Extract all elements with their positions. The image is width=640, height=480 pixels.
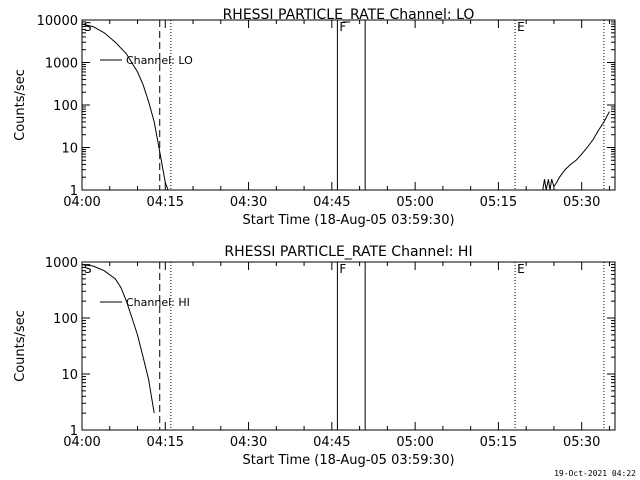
x-tick-label: 05:30 — [563, 195, 600, 210]
y-tick-label: 100 — [53, 99, 78, 114]
y-tick-label: 10 — [61, 142, 78, 157]
event-marker-label: F — [339, 262, 346, 276]
x-axis-label: Start Time (18-Aug-05 03:59:30) — [242, 213, 454, 228]
y-tick-label: 100 — [53, 312, 78, 327]
x-tick-label: 04:45 — [313, 435, 350, 450]
y-axis-label: Counts/sec — [13, 69, 28, 141]
y-tick-label: 1000 — [45, 256, 78, 271]
event-marker-label: E — [517, 20, 525, 34]
legend-entry: Channel: HI — [126, 296, 190, 309]
x-tick-label: 04:45 — [313, 195, 350, 210]
legend-entry: Channel: LO — [126, 54, 193, 67]
x-tick-label: 04:15 — [147, 195, 184, 210]
y-tick-label: 1 — [70, 424, 78, 439]
y-axis-label: Counts/sec — [13, 310, 28, 382]
x-tick-label: 04:30 — [230, 195, 267, 210]
x-tick-label: 05:15 — [480, 195, 517, 210]
y-tick-label: 10000 — [37, 14, 78, 29]
x-tick-label: 04:00 — [63, 195, 100, 210]
x-tick-label: 05:15 — [480, 435, 517, 450]
event-marker-label: E — [517, 262, 525, 276]
event-marker-label: F — [339, 20, 346, 34]
x-tick-label: 04:30 — [230, 435, 267, 450]
series-line — [542, 111, 610, 191]
x-tick-label: 04:15 — [147, 435, 184, 450]
series-line — [81, 23, 169, 191]
footer-timestamp: 19-Oct-2021 04:22 — [554, 469, 636, 478]
plot-frame — [81, 261, 616, 431]
x-tick-label: 04:00 — [63, 435, 100, 450]
series-line — [81, 264, 155, 414]
x-tick-label: 05:00 — [396, 195, 433, 210]
x-axis-label: Start Time (18-Aug-05 03:59:30) — [242, 453, 454, 468]
y-tick-label: 10 — [61, 368, 78, 383]
chart-title: RHESSI PARTICLE_RATE Channel: LO — [223, 7, 475, 23]
x-tick-label: 05:30 — [563, 435, 600, 450]
y-tick-label: 1 — [70, 184, 78, 199]
event-marker-label: S — [84, 20, 92, 34]
x-tick-label: 05:00 — [396, 435, 433, 450]
y-tick-label: 1000 — [45, 57, 78, 72]
chart-title: RHESSI PARTICLE_RATE Channel: HI — [224, 244, 472, 260]
event-marker-label: S — [84, 262, 92, 276]
